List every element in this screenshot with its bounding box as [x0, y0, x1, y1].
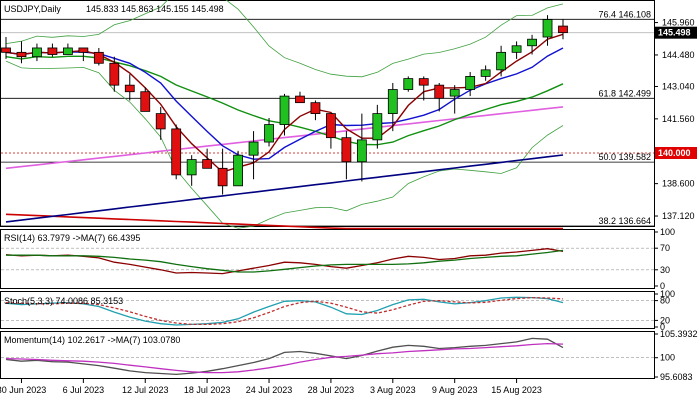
ma-red-line	[5, 213, 563, 230]
candle-body	[264, 124, 274, 143]
rsi-label: RSI(14) 63.7979 ->MA(7) 66.4395	[4, 233, 140, 243]
price-tick-label: 138.600	[662, 179, 695, 189]
stoch-d-line	[5, 296, 564, 326]
date-tick-label: 28 Jul 2023	[308, 385, 355, 395]
candle-body	[171, 128, 182, 176]
candle-body	[465, 76, 476, 90]
candle-body	[16, 51, 27, 58]
marker-price-tag-text: 140.000	[658, 148, 691, 158]
momentum-ma-line	[5, 342, 564, 374]
indicator-tick-label: 0	[660, 281, 665, 291]
bollinger-lower	[5, 60, 564, 229]
momentum-panel-border	[0, 331, 655, 379]
rsi-panel	[1, 247, 654, 275]
rsi-panel-border	[0, 229, 655, 289]
candle-body	[542, 19, 553, 38]
indicator-tick-label: 80	[660, 296, 670, 306]
momentum-line	[5, 337, 564, 376]
date-tick-label: 9 Aug 2023	[432, 385, 478, 395]
indicator-tick-label: 20	[660, 315, 670, 325]
fib-label: 38.2 136.664	[598, 216, 651, 226]
marker-price-tag-box	[655, 146, 697, 159]
candle-body	[387, 89, 398, 115]
fib-label: 61.8 142.499	[598, 88, 651, 98]
candle-body	[62, 47, 73, 55]
indicator-tick-label: 105.3932	[660, 329, 698, 339]
candle-body	[124, 84, 135, 93]
candle-body	[217, 167, 228, 187]
candle-body	[248, 141, 259, 156]
candle-body	[310, 102, 321, 115]
candle-body	[295, 95, 305, 104]
candle-body	[403, 78, 414, 90]
date-tick-label: 24 Jul 2023	[246, 385, 293, 395]
price-panel-border	[0, 0, 655, 227]
candle-body	[480, 69, 491, 77]
fib-label: 50.0 139.582	[598, 152, 651, 162]
date-tick-label: 3 Aug 2023	[370, 385, 416, 395]
fib-label: 76.4 146.108	[598, 9, 651, 19]
bollinger-upper	[5, 0, 564, 78]
price-tick-label: 141.560	[662, 114, 695, 124]
stoch-panel	[1, 296, 654, 326]
chart-title: USDJPY,Daily	[4, 4, 61, 14]
stoch-label: Stoch(5,3,3) 74.0086 85.3153	[4, 296, 123, 306]
price-tick-label: 143.040	[662, 81, 695, 91]
ma-pink-line	[5, 106, 564, 170]
candle-body	[140, 91, 151, 112]
ohlc-readout: 145.833 145.863 145.155 145.498	[86, 4, 224, 14]
candle-body	[1, 47, 11, 53]
indicator-tick-label: 100	[660, 289, 675, 299]
momentum-panel	[1, 337, 654, 376]
price-tick-label: 137.120	[662, 211, 695, 221]
candle-body	[356, 139, 367, 163]
candle-body	[32, 47, 42, 58]
candle-body	[186, 159, 197, 176]
candle-body	[527, 38, 537, 47]
candle-body	[372, 113, 383, 141]
current-price-tag-box	[655, 26, 697, 39]
candle-body	[109, 62, 120, 86]
indicator-tick-label: 100	[660, 227, 675, 237]
candle-body	[279, 95, 290, 125]
date-tick-label: 6 Jul 2023	[63, 385, 105, 395]
price-tick-label: 145.960	[662, 18, 695, 28]
candle-body	[326, 113, 336, 139]
candle-body	[418, 78, 429, 86]
rsi-line	[5, 248, 564, 275]
candle-body	[341, 137, 352, 163]
candle-body	[449, 89, 460, 97]
indicator-tick-label: 30	[660, 265, 670, 275]
indicator-tick-label: 0	[660, 322, 665, 332]
momentum-label: Momentum(14) 102.2617 ->MA(7) 103.0780	[4, 335, 180, 345]
date-tick-label: 15 Aug 2023	[491, 385, 542, 395]
candle-body	[558, 25, 568, 34]
rsi-ma-line	[6, 249, 564, 273]
stoch-panel-border	[0, 291, 655, 329]
price-tick-label: 144.480	[662, 50, 695, 60]
date-tick-label: 30 Jun 2023	[0, 385, 46, 395]
current-price-tag-text: 145.498	[658, 28, 691, 38]
indicator-tick-label: 100	[660, 353, 675, 363]
ma-long-line	[5, 154, 564, 223]
axes: 145.960 144.480 143.040 141.560 140.000 138.6…	[0, 18, 698, 395]
candle-body	[202, 159, 213, 169]
date-tick-label: 18 Jul 2023	[184, 385, 231, 395]
candle-body	[78, 47, 89, 53]
candle-body	[93, 51, 104, 64]
candle-body	[511, 45, 522, 53]
candle-body	[155, 113, 166, 130]
candle-body	[434, 84, 445, 99]
date-tick-label: 12 Jul 2023	[122, 385, 169, 395]
candle-body	[47, 47, 58, 55]
candle-body	[233, 154, 243, 187]
indicator-tick-label: 70	[660, 243, 670, 253]
indicator-tick-label: 95.6083	[660, 372, 693, 382]
candle-body	[496, 51, 507, 71]
price-panel: 76.4 146.108 61.8 142.499 50.0 139.582 38.2…	[1, 0, 654, 230]
